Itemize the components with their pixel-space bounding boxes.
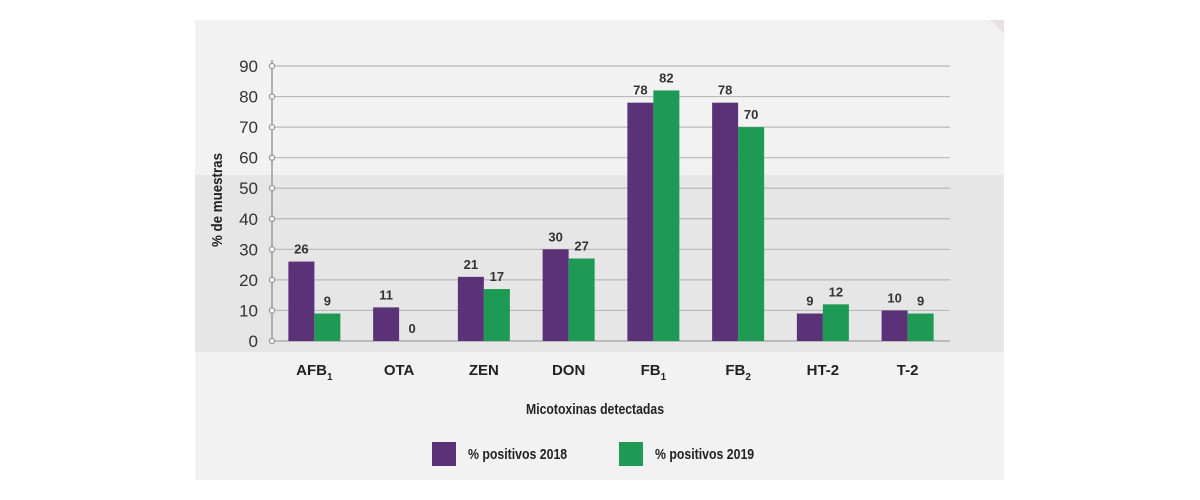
y-tick-label: 20	[239, 271, 258, 290]
data-label: 12	[829, 284, 843, 299]
y-tick-label: 30	[239, 240, 258, 259]
data-label: 82	[659, 70, 673, 85]
x-tick-label: ZEN	[469, 362, 499, 379]
data-label: 70	[744, 107, 758, 122]
legend-swatch-2019	[619, 442, 643, 466]
legend-label-2019: % positivos 2019	[655, 445, 755, 463]
y-tick-label: 40	[239, 210, 258, 229]
data-label: 26	[294, 242, 308, 257]
bar	[568, 258, 595, 341]
data-label: 78	[718, 83, 732, 98]
legend-item-2018: % positivos 2018	[432, 441, 589, 467]
y-tick-marker	[268, 154, 276, 161]
corner-fold	[990, 20, 1004, 34]
bar	[288, 261, 315, 341]
bar	[314, 313, 341, 341]
bar	[373, 307, 400, 341]
y-tick-label: 80	[239, 88, 258, 107]
y-tick-label: 50	[239, 179, 258, 198]
y-tick-label: 10	[239, 301, 258, 320]
y-axis: 0 10 20 30 40 50 60 70 80 90	[239, 57, 276, 351]
legend-swatch-2018	[432, 442, 456, 466]
bar	[483, 289, 510, 341]
y-tick-marker	[268, 246, 276, 253]
bar	[712, 102, 739, 342]
x-tick-label: FB2	[725, 362, 751, 383]
data-label: 9	[917, 294, 924, 309]
y-tick-marker	[268, 276, 276, 284]
x-tick-label: OTA	[384, 362, 415, 379]
bar	[738, 127, 765, 341]
bar	[881, 310, 908, 341]
data-label: 10	[887, 290, 901, 305]
y-tick-marker	[268, 215, 276, 223]
data-label: 30	[548, 229, 562, 244]
x-tick-label: T-2	[897, 362, 919, 379]
legend-label-2018: % positivos 2018	[468, 445, 568, 463]
y-tick-marker	[268, 93, 276, 100]
bar	[907, 313, 934, 341]
y-tick-marker	[268, 62, 276, 70]
y-axis-label: % de muestras	[209, 153, 226, 247]
data-labels: 26 9 11 0 21 17 30 27 78 82 78 70 9 12 10 9	[294, 70, 924, 336]
x-tick-label: AFB1	[296, 362, 333, 383]
y-tick-label: 0	[249, 332, 258, 351]
gridlines	[272, 65, 950, 342]
legend-item-2019: % positivos 2019	[619, 441, 776, 467]
data-label: 21	[464, 257, 478, 272]
y-tick-marker	[268, 123, 276, 131]
y-tick-label: 70	[239, 118, 258, 137]
data-label: 9	[324, 294, 331, 309]
x-tick-label: FB1	[641, 362, 667, 383]
bar	[457, 276, 484, 341]
y-tick-marker	[268, 184, 276, 192]
bar	[796, 313, 823, 341]
y-tick-label: 60	[239, 149, 258, 168]
data-label: 11	[379, 287, 393, 302]
data-label: 0	[409, 321, 416, 336]
x-tick-label: DON	[552, 362, 585, 379]
x-tick-labels: AFB1 OTA ZEN DON FB1 FB2 HT-2 T-2	[296, 362, 918, 383]
y-tick-label: 90	[239, 57, 258, 76]
bars	[288, 90, 934, 342]
bar	[653, 90, 680, 341]
x-tick-label: HT-2	[807, 362, 840, 379]
data-label: 17	[490, 269, 504, 284]
bar	[542, 249, 569, 341]
bar	[822, 304, 849, 341]
bar	[627, 102, 654, 342]
data-label: 27	[574, 239, 588, 254]
data-label: 78	[633, 83, 647, 98]
x-axis-label: Micotoxinas detectadas	[526, 401, 664, 418]
y-tick-marker	[268, 337, 276, 345]
data-label: 9	[806, 294, 813, 309]
y-tick-marker	[268, 307, 276, 314]
